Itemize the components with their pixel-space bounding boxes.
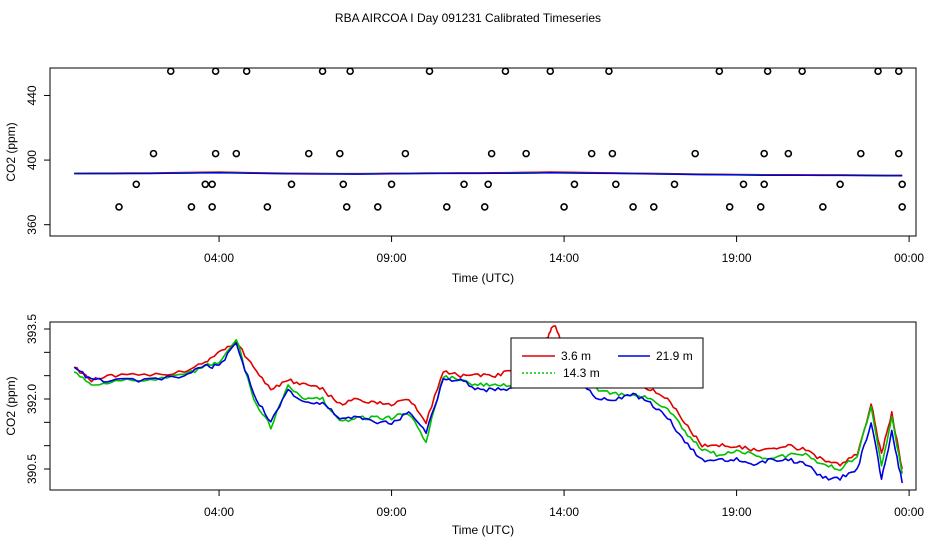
top-marker-point <box>480 203 489 211</box>
top-marker-point <box>387 180 396 189</box>
top-marker-point <box>560 203 568 211</box>
top-marker-point <box>401 149 410 158</box>
top-series-lines <box>74 171 903 177</box>
top-x-tick-label: 04:00 <box>204 251 234 265</box>
top-y-tick-label: 400 <box>25 150 39 170</box>
top-x-tick-label: 09:00 <box>377 251 407 265</box>
top-marker-point <box>856 149 865 158</box>
top-marker-point <box>487 149 496 158</box>
bottom-y-tick-label: 390.5 <box>25 454 39 484</box>
top-marker-point <box>760 180 768 189</box>
top-marker-point <box>670 180 679 189</box>
legend-label-14-3m: 14.3 m <box>563 366 600 380</box>
top-marker-point <box>318 67 327 76</box>
top-marker-point <box>715 67 724 76</box>
top-marker-point <box>608 149 617 158</box>
top-x-tick-label: 19:00 <box>722 251 752 265</box>
legend-label-21-9m: 21.9 m <box>656 349 693 363</box>
top-marker-point <box>649 203 658 211</box>
top-marker-point <box>287 180 296 189</box>
top-marker-point <box>763 67 772 76</box>
top-marker-point <box>587 149 596 158</box>
top-marker-point <box>263 203 272 211</box>
top-x-tick-label: 14:00 <box>549 251 579 265</box>
bottom-x-axis: 04:00 09:00 14:00 19:00 00:00 <box>204 490 924 519</box>
top-marker-point <box>756 203 765 211</box>
top-y-axis: 360 400 440 <box>25 85 50 235</box>
legend: 3.6 m 21.9 m 14.3 m <box>510 337 704 389</box>
top-marker-point <box>760 149 768 158</box>
top-marker-point <box>208 203 216 211</box>
top-marker-point <box>346 67 354 76</box>
bottom-y-tick-label: 393.5 <box>25 314 39 344</box>
bottom-x-tick-label: 00:00 <box>894 505 924 519</box>
top-marker-point <box>570 180 579 189</box>
legend-label-3-6m: 3.6 m <box>561 349 591 363</box>
legend-box <box>510 337 704 389</box>
top-marker-point <box>166 67 175 76</box>
top-marker-point <box>242 67 251 76</box>
top-marker-point <box>874 67 882 76</box>
top-marker-point <box>484 180 492 189</box>
top-plot-frame <box>49 67 917 237</box>
top-marker-point <box>819 203 827 211</box>
top-marker-point <box>629 203 637 211</box>
bottom-panel: 390.5 392.0 393.5 04:00 09:00 14:00 19:00 00:0… <box>4 314 924 537</box>
top-marker-point <box>211 149 220 158</box>
top-marker-point <box>342 203 351 211</box>
top-marker-point <box>836 180 844 189</box>
top-x-axis: 04:00 09:00 14:00 19:00 00:00 <box>204 236 924 265</box>
top-marker-point <box>132 180 141 189</box>
top-marker-point <box>304 149 313 158</box>
top-marker-point <box>739 180 748 189</box>
bottom-y-tick-label: 392.0 <box>25 384 39 414</box>
bottom-y-axis-label: CO2 (ppm) <box>4 376 18 435</box>
top-marker-point <box>339 180 348 189</box>
top-marker-point <box>894 149 903 158</box>
top-marker-point <box>725 203 734 211</box>
top-marker-point <box>115 203 123 211</box>
bottom-x-tick-label: 14:00 <box>549 505 579 519</box>
top-y-tick-label: 440 <box>25 85 39 105</box>
top-marker-point <box>460 180 468 189</box>
top-marker-point <box>546 67 555 76</box>
top-marker-point <box>691 149 699 158</box>
top-marker-point <box>798 67 806 76</box>
bottom-y-axis: 390.5 392.0 393.5 <box>25 314 50 484</box>
bottom-x-tick-label: 09:00 <box>377 505 407 519</box>
top-marker-point <box>894 67 903 76</box>
top-marker-point <box>612 180 620 189</box>
bottom-x-tick-label: 19:00 <box>722 505 752 519</box>
top-markers <box>115 67 906 211</box>
top-y-tick-label: 360 <box>25 214 39 234</box>
top-series-21-9-m <box>74 171 903 177</box>
top-panel: 360 400 440 04:00 09:00 14:00 19:00 00:00 Time… <box>4 67 924 285</box>
figure-title: RBA AIRCOA I Day 091231 Calibrated Times… <box>335 11 601 25</box>
top-marker-point <box>442 203 451 211</box>
top-marker-point <box>898 203 906 211</box>
top-marker-point <box>211 67 220 76</box>
top-x-tick-label: 00:00 <box>894 251 924 265</box>
top-y-axis-label: CO2 (ppm) <box>4 122 18 181</box>
top-marker-point <box>149 149 158 158</box>
bottom-x-tick-label: 04:00 <box>204 505 234 519</box>
top-x-axis-label: Time (UTC) <box>452 271 514 285</box>
top-marker-point <box>784 149 793 158</box>
top-marker-point <box>898 180 906 189</box>
top-marker-point <box>336 149 344 158</box>
top-marker-point <box>425 67 434 76</box>
bottom-x-axis-label: Time (UTC) <box>452 523 514 537</box>
top-marker-point <box>373 203 382 211</box>
top-marker-point <box>187 203 196 211</box>
top-marker-point <box>501 67 510 76</box>
top-marker-point <box>208 180 216 189</box>
top-marker-point <box>232 149 241 158</box>
top-marker-point <box>522 149 530 158</box>
top-marker-point <box>605 67 613 76</box>
bottom-plot-frame <box>49 321 917 491</box>
top-marker-point <box>201 180 210 189</box>
